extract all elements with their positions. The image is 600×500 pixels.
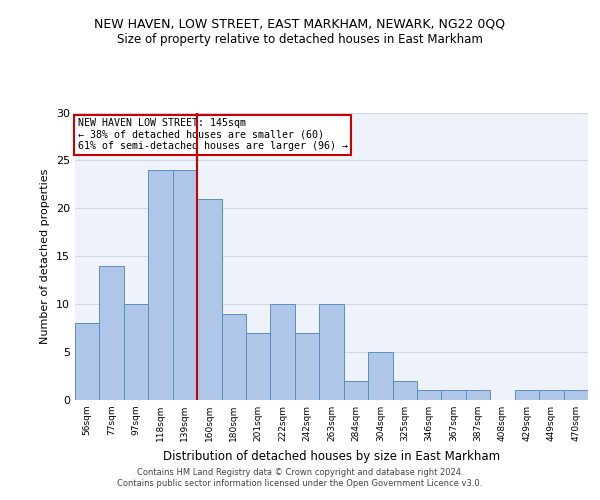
Bar xyxy=(466,390,490,400)
Bar xyxy=(392,381,417,400)
Bar xyxy=(271,304,295,400)
Bar xyxy=(344,381,368,400)
Bar xyxy=(368,352,392,400)
Text: Contains HM Land Registry data © Crown copyright and database right 2024.
Contai: Contains HM Land Registry data © Crown c… xyxy=(118,468,482,487)
X-axis label: Distribution of detached houses by size in East Markham: Distribution of detached houses by size … xyxy=(163,450,500,462)
Bar xyxy=(246,333,271,400)
Bar xyxy=(221,314,246,400)
Bar xyxy=(319,304,344,400)
Text: NEW HAVEN, LOW STREET, EAST MARKHAM, NEWARK, NG22 0QQ: NEW HAVEN, LOW STREET, EAST MARKHAM, NEW… xyxy=(94,18,506,30)
Bar xyxy=(197,198,221,400)
Bar xyxy=(148,170,173,400)
Bar xyxy=(124,304,148,400)
Text: Size of property relative to detached houses in East Markham: Size of property relative to detached ho… xyxy=(117,32,483,46)
Bar xyxy=(75,324,100,400)
Bar xyxy=(563,390,588,400)
Bar xyxy=(173,170,197,400)
Bar xyxy=(417,390,442,400)
Bar xyxy=(539,390,563,400)
Bar xyxy=(442,390,466,400)
Y-axis label: Number of detached properties: Number of detached properties xyxy=(40,168,50,344)
Text: NEW HAVEN LOW STREET: 145sqm
← 38% of detached houses are smaller (60)
61% of se: NEW HAVEN LOW STREET: 145sqm ← 38% of de… xyxy=(77,118,347,152)
Bar xyxy=(295,333,319,400)
Bar xyxy=(515,390,539,400)
Bar xyxy=(100,266,124,400)
